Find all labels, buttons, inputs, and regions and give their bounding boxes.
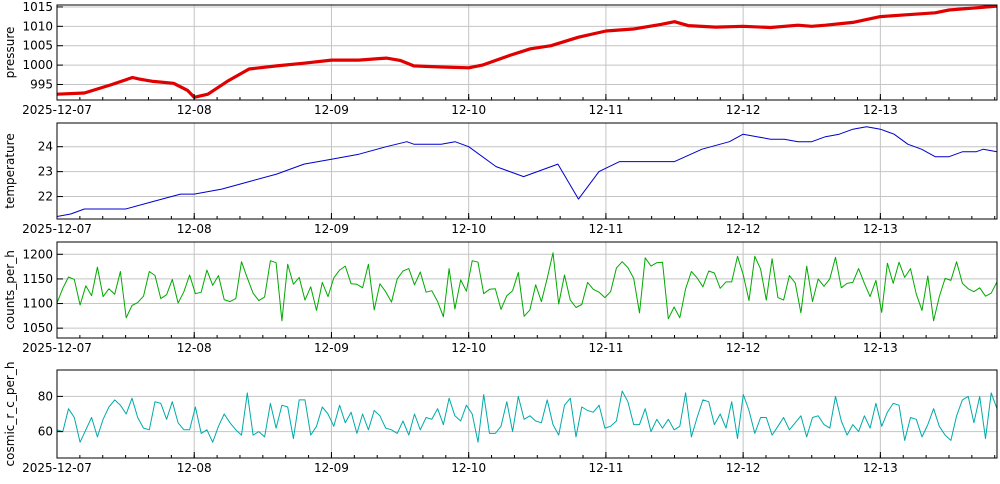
- y-tick-label: 1015: [22, 0, 53, 14]
- y-tick-label: 1100: [22, 297, 53, 311]
- series-line: [57, 126, 997, 217]
- chart-panel-2: 2025-12-07 12-08 12-09 12-10 12-11 12-12 12-13…: [3, 241, 998, 355]
- x-tick-label: 12-12: [726, 222, 761, 236]
- plot-frame: [56, 4, 998, 101]
- series-line: [57, 5, 997, 99]
- y-axis-label: counts_per_h: [3, 250, 17, 330]
- x-tick-label: 12-11: [588, 461, 623, 475]
- plot-frame: [56, 241, 998, 339]
- x-tick-label: 12-10: [451, 222, 486, 236]
- x-tick-label: 12-09: [314, 222, 349, 236]
- y-tick-label: 23: [38, 165, 53, 179]
- x-tick-label: 12-10: [451, 461, 486, 475]
- y-tick-label: 22: [38, 190, 53, 204]
- series-line: [57, 390, 997, 443]
- y-tick-label: 1000: [22, 58, 53, 72]
- x-tick-label: 12-13: [863, 341, 898, 355]
- x-tick-label: 12-12: [726, 461, 761, 475]
- x-tick-label: 2025-12-07: [22, 103, 92, 117]
- chart-panel-0: 2025-12-07 12-08 12-09 12-10 12-11 12-12 12-13…: [3, 0, 998, 117]
- x-tick-label: 12-10: [451, 103, 486, 117]
- y-tick-label: 1010: [22, 19, 53, 33]
- y-tick-label: 80: [38, 389, 53, 403]
- x-tick-label: 2025-12-07: [22, 461, 92, 475]
- y-tick-label: 24: [38, 140, 53, 154]
- x-tick-label: 12-12: [726, 341, 761, 355]
- x-tick-label: 12-09: [314, 461, 349, 475]
- y-tick-label: 60: [38, 425, 53, 439]
- x-tick-label: 12-08: [177, 103, 212, 117]
- y-tick-label: 1005: [22, 39, 53, 53]
- x-tick-label: 12-13: [863, 103, 898, 117]
- x-tick-label: 12-09: [314, 341, 349, 355]
- plot-frame: [56, 369, 998, 459]
- y-tick-label: 1150: [22, 272, 53, 286]
- x-tick-label: 12-11: [588, 341, 623, 355]
- x-tick-label: 12-08: [177, 461, 212, 475]
- x-tick-label: 2025-12-07: [22, 222, 92, 236]
- y-tick-label: 1050: [22, 321, 53, 335]
- x-tick-label: 12-13: [863, 461, 898, 475]
- plot-frame: [56, 122, 998, 220]
- x-tick-label: 12-08: [177, 341, 212, 355]
- x-tick-label: 12-11: [588, 222, 623, 236]
- chart-panel-3: 2025-12-07 12-08 12-09 12-10 12-11 12-12 12-13…: [3, 362, 998, 475]
- y-axis-label: pressure: [3, 27, 17, 79]
- x-tick-label: 12-11: [588, 103, 623, 117]
- chart-panel-1: 2025-12-07 12-08 12-09 12-10 12-11 12-12 12-13…: [3, 122, 998, 236]
- x-tick-label: 2025-12-07: [22, 341, 92, 355]
- y-axis-label: cosmic_r_c_per_h: [3, 362, 17, 467]
- x-tick-label: 12-08: [177, 222, 212, 236]
- x-tick-label: 12-12: [726, 103, 761, 117]
- series-line: [57, 252, 997, 322]
- x-tick-label: 12-10: [451, 341, 486, 355]
- y-axis-label: temperature: [3, 133, 17, 208]
- x-tick-label: 12-09: [314, 103, 349, 117]
- y-tick-label: 1200: [22, 247, 53, 261]
- x-tick-label: 12-13: [863, 222, 898, 236]
- y-tick-label: 995: [30, 77, 53, 91]
